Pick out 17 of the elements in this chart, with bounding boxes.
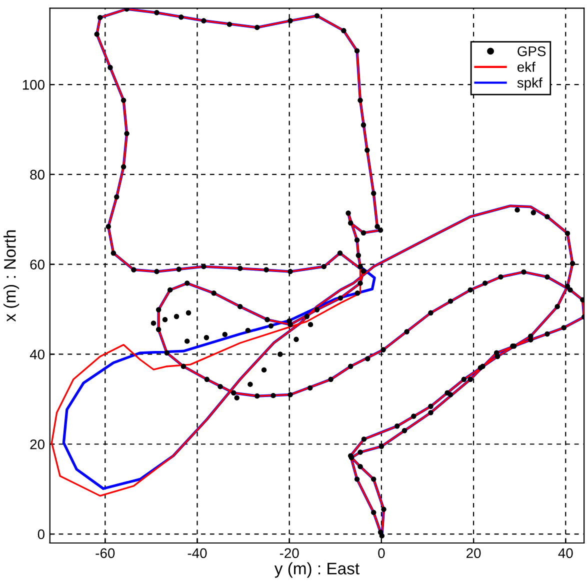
x-tick-label: -20 xyxy=(280,548,299,558)
y-tick-label: 60 xyxy=(30,260,44,270)
y-tick-label: 0 xyxy=(38,529,44,540)
x-tick-label: 20 xyxy=(466,548,481,558)
legend-label: spkf xyxy=(517,77,542,90)
y-tick-label: 40 xyxy=(30,350,44,360)
x-axis-title: y (m) : East xyxy=(274,562,360,578)
y-axis-title: x (m) : North xyxy=(4,230,20,322)
x-tick-label: -40 xyxy=(188,548,207,558)
legend-label: ekf xyxy=(518,62,536,72)
y-tick-label: 20 xyxy=(30,439,44,450)
x-tick-label: 40 xyxy=(558,548,573,558)
legend-label: GPS xyxy=(518,46,546,56)
x-tick-label: 0 xyxy=(378,548,385,558)
y-tick-label: 80 xyxy=(30,170,44,180)
y-tick-label: 100 xyxy=(22,80,44,90)
x-tick-label: -60 xyxy=(96,548,115,558)
